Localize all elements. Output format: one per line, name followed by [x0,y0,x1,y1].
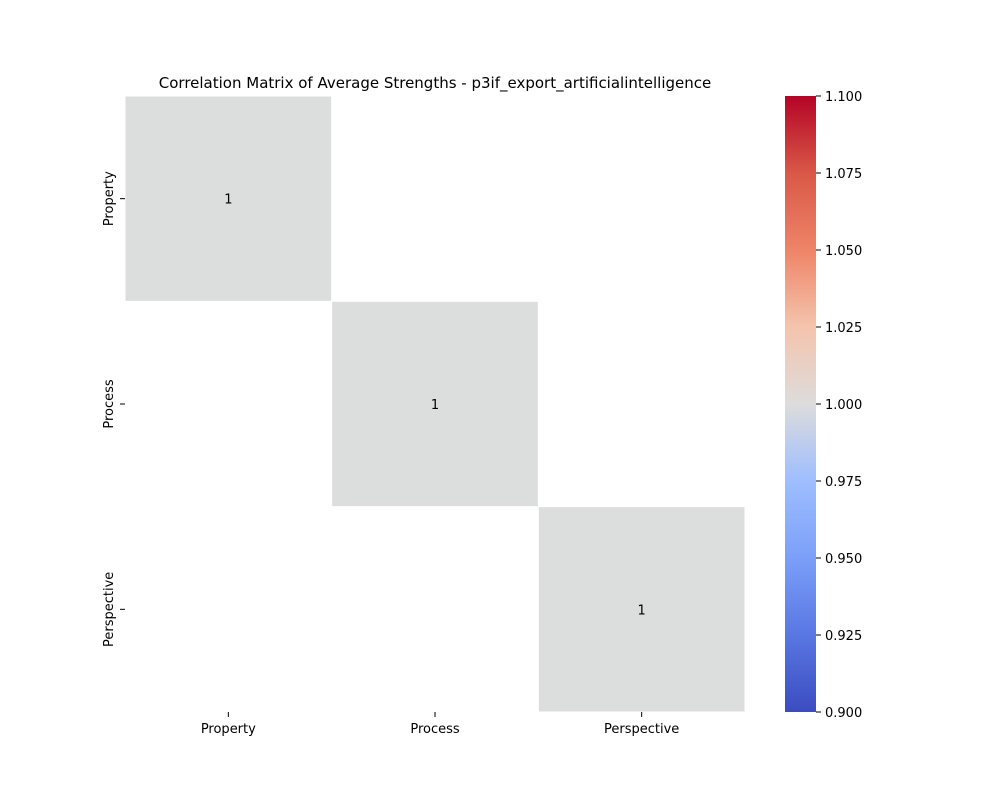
colorbar-tick-label: 0.900 [825,706,862,721]
colorbar-tick-label: 0.975 [825,475,862,490]
colorbar-tick-label: 0.950 [825,552,862,567]
cell-annotation-0-0: 1 [224,193,232,208]
cell-annotation-1-1: 1 [431,398,439,413]
colorbar: 0.900 0.925 0.950 0.975 1.000 1.025 1.050 1.075… [785,90,862,721]
heatmap-cell-2-2 [537,506,746,713]
x-axis: Property Process Perspective [201,711,679,737]
heatmap-annotations: 1 1 1 [224,193,646,619]
x-tick-label: Process [410,722,460,737]
colorbar-tick-label: 1.000 [825,398,862,413]
y-tick-label: Perspective [102,572,117,647]
colorbar-tick-label: 1.050 [825,244,862,259]
colorbar-tick-label: 1.075 [825,167,862,182]
heatmap-cell-1-1 [331,300,539,508]
y-axis: Property Process Perspective [102,171,125,647]
colorbar-ticks: 0.900 0.925 0.950 0.975 1.000 1.025 1.050 1.075… [816,90,862,721]
x-tick-label: Property [201,722,256,737]
colorbar-tick-label: 1.025 [825,321,862,336]
colorbar-gradient [785,96,816,712]
heatmap-cell-0-0 [124,95,333,302]
cell-annotation-2-2: 1 [638,603,646,618]
colorbar-tick-label: 0.925 [825,629,862,644]
colorbar-tick-label: 1.100 [825,90,862,105]
heatmap-cells [124,95,746,713]
x-tick-label: Perspective [604,722,679,737]
y-tick-label: Property [102,171,117,226]
chart-title: Correlation Matrix of Average Strengths … [159,74,711,93]
y-tick-label: Process [102,379,117,429]
